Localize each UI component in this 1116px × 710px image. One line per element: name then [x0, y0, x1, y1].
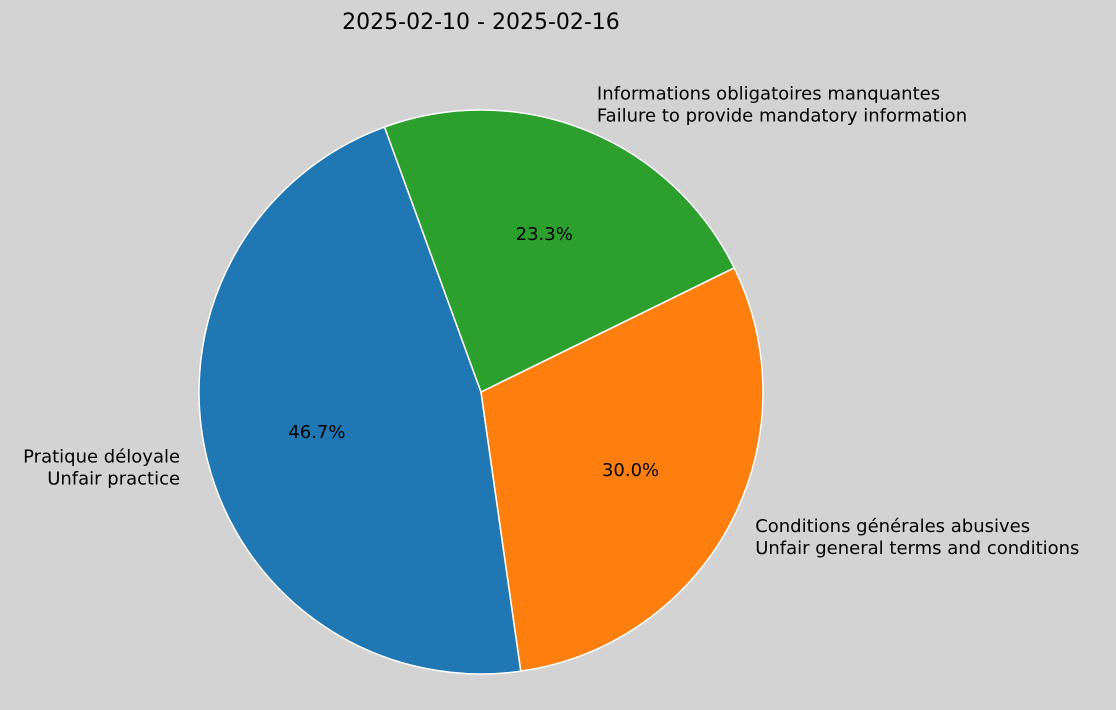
pie-slice-2	[383, 109, 736, 394]
pie-slice-1	[480, 266, 764, 673]
pie-slice-label-1: Conditions générales abusives Unfair gene…	[755, 516, 1079, 559]
pie-slice-label-fr-2: Informations obligatoires manquantes	[597, 83, 940, 104]
pie-slice-label-2: Informations obligatoires manquantes Fail…	[597, 83, 967, 126]
pie-slice-label-fr-0: Pratique déloyale	[23, 446, 180, 467]
pie-slice-label-en-0: Unfair practice	[47, 468, 180, 489]
chart-title: 2025-02-10 - 2025-02-16	[342, 10, 620, 35]
pie-slice-label-en-1: Unfair general terms and conditions	[755, 538, 1079, 559]
pie-slice-percent-0: 46.7%	[288, 422, 345, 443]
labels-layer: 46.7% Pratique déloyale Unfair practice 30.…	[23, 83, 1079, 559]
pie-slice-label-0: Pratique déloyale Unfair practice	[23, 446, 180, 489]
slices-layer	[198, 109, 764, 675]
pie-slice-label-fr-1: Conditions générales abusives	[755, 516, 1030, 537]
pie-slice-0	[198, 126, 522, 675]
pie-slice-percent-2: 23.3%	[516, 224, 573, 245]
pie-slice-percent-1: 30.0%	[602, 460, 659, 481]
pie-slice-label-en-2: Failure to provide mandatory information	[597, 105, 967, 126]
